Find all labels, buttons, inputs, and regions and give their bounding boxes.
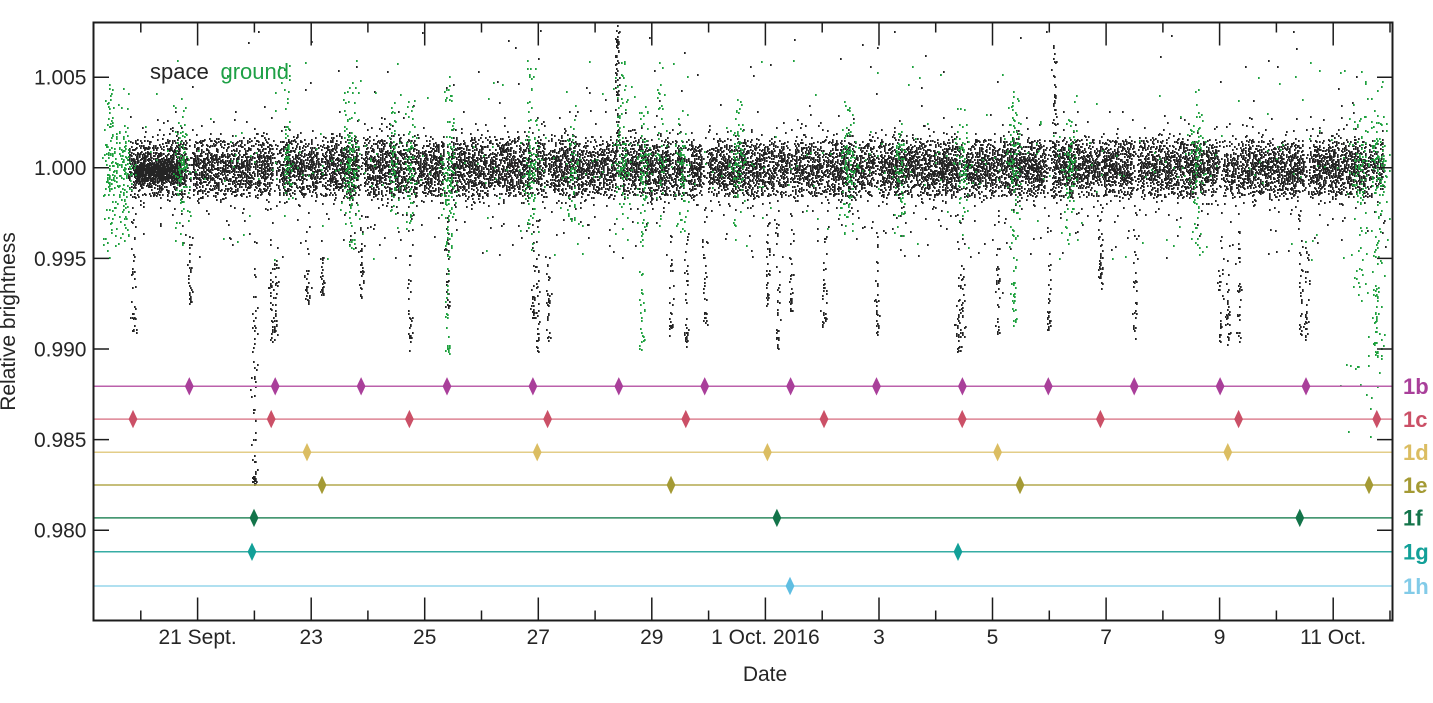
svg-text:0.985: 0.985 bbox=[34, 429, 87, 452]
svg-text:9: 9 bbox=[1214, 626, 1226, 649]
svg-text:1b: 1b bbox=[1403, 374, 1429, 399]
svg-text:1d: 1d bbox=[1403, 440, 1429, 465]
svg-text:0.980: 0.980 bbox=[34, 520, 87, 543]
svg-text:7: 7 bbox=[1100, 626, 1112, 649]
svg-text:space: space bbox=[150, 59, 209, 84]
svg-text:25: 25 bbox=[413, 626, 436, 649]
svg-text:29: 29 bbox=[640, 626, 663, 649]
svg-text:Date: Date bbox=[743, 663, 787, 686]
svg-text:Relative brightness: Relative brightness bbox=[0, 232, 20, 411]
svg-text:1h: 1h bbox=[1403, 574, 1429, 599]
svg-text:0.990: 0.990 bbox=[34, 338, 87, 361]
svg-text:27: 27 bbox=[527, 626, 550, 649]
svg-text:21 Sept.: 21 Sept. bbox=[158, 626, 236, 649]
svg-text:1f: 1f bbox=[1403, 506, 1423, 531]
svg-text:1.000: 1.000 bbox=[34, 157, 87, 180]
svg-text:23: 23 bbox=[300, 626, 323, 649]
svg-text:1 Oct. 2016: 1 Oct. 2016 bbox=[711, 626, 820, 649]
svg-text:0.995: 0.995 bbox=[34, 248, 87, 271]
svg-text:11 Oct.: 11 Oct. bbox=[1300, 626, 1366, 649]
svg-text:3: 3 bbox=[873, 626, 885, 649]
svg-text:1c: 1c bbox=[1403, 407, 1427, 432]
svg-text:1g: 1g bbox=[1403, 540, 1429, 565]
svg-text:1e: 1e bbox=[1403, 473, 1427, 498]
svg-text:ground: ground bbox=[221, 59, 290, 84]
svg-text:5: 5 bbox=[987, 626, 999, 649]
svg-text:1.005: 1.005 bbox=[34, 67, 87, 90]
